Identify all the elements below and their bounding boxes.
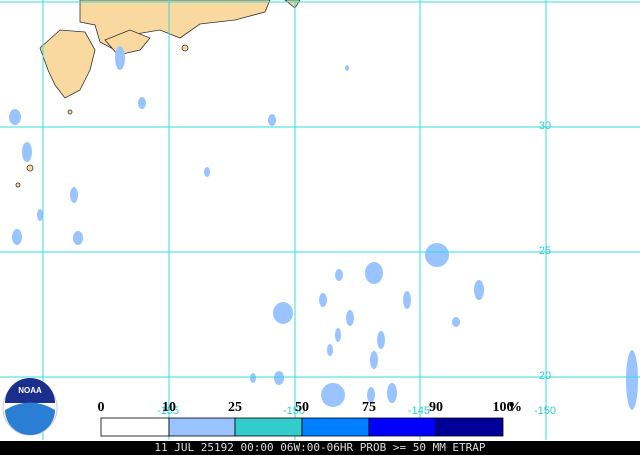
lat-label: 20 — [539, 370, 551, 382]
legend: 0 10 25 50 75 90 100% — [98, 400, 522, 437]
legend-swatch — [301, 417, 370, 437]
legend-label: 25 — [228, 400, 242, 415]
legend-swatch — [435, 417, 504, 437]
legend-label: 10 — [162, 400, 176, 415]
noaa-logo: NOAA — [2, 378, 58, 436]
lat-label: 30 — [539, 120, 551, 132]
lon-label: -150 — [283, 405, 305, 417]
rain-areas — [9, 46, 638, 410]
legend-label: 100 — [493, 400, 514, 415]
legend-swatch — [368, 417, 437, 437]
land — [15, 0, 301, 188]
legend-swatch — [100, 417, 170, 437]
legend-label: 50 — [295, 400, 309, 415]
lon-label: -150 — [534, 405, 556, 417]
caption-bar — [0, 441, 640, 455]
caption: 11 JUL 25192 00:00 06W:00-06HR PROB >= 5… — [154, 441, 486, 454]
lat-label: 25 — [539, 245, 551, 257]
lon-label: -155 — [157, 405, 179, 417]
legend-label: 75 — [362, 400, 376, 415]
legend-swatch — [234, 417, 303, 437]
legend-swatch — [168, 417, 236, 437]
legend-unit: % — [508, 400, 522, 415]
lon-label: -145 — [408, 405, 430, 417]
labels: 30 25 20 -155 -150 -145 -150 — [157, 120, 556, 417]
logo-text: NOAA — [18, 386, 42, 395]
graticule — [0, 0, 640, 440]
legend-label: 90 — [429, 400, 443, 415]
legend-label: 0 — [98, 400, 105, 415]
